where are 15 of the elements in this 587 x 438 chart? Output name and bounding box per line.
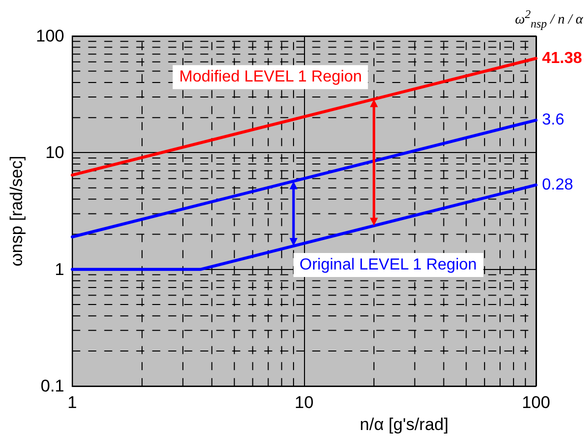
- series-label: 41.38: [542, 50, 582, 67]
- annotation: Original LEVEL 1 Region: [300, 256, 477, 274]
- x-tick-label: 1: [68, 393, 77, 412]
- x-tick-label: 10: [294, 393, 314, 412]
- y-axis-title: ωnsp [rad/sec]: [7, 156, 26, 266]
- y-tick-label: 0.1: [40, 376, 64, 396]
- legend-title: ω$^{2}$$_{nsp}$ / n / α: [514, 8, 583, 30]
- annotation: Modified LEVEL 1 Region: [179, 68, 362, 86]
- x-axis-title: n/α [g's/rad]: [360, 415, 448, 434]
- y-tick-label: 1: [54, 260, 64, 279]
- y-tick-label: 10: [45, 143, 64, 162]
- series-label: 3.6: [542, 112, 564, 129]
- y-tick-label: 100: [36, 26, 64, 46]
- x-tick-label: 100: [522, 393, 550, 412]
- series-label: 0.28: [542, 176, 574, 194]
